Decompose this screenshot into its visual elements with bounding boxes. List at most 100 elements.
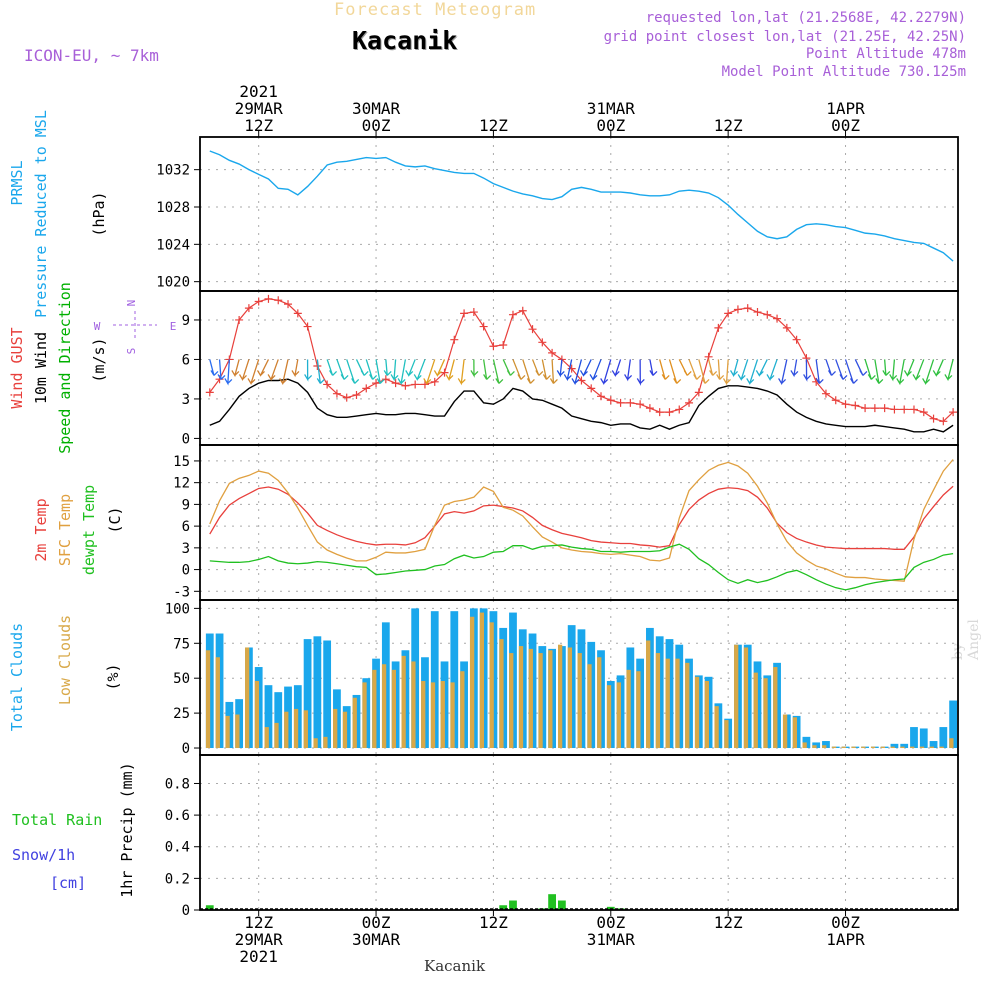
- compass-north: N: [125, 300, 138, 307]
- dewpoint-line: [209, 543, 954, 591]
- low-cloud-bar: [381, 664, 387, 749]
- sfc-temp-line: [209, 459, 954, 582]
- direction-arrow: [231, 359, 240, 378]
- direction-arrow: [375, 359, 385, 384]
- top-time-label: 30MAR: [352, 99, 401, 118]
- low-cloud-bar: [606, 685, 612, 749]
- direction-arrow: [304, 359, 313, 382]
- y-tick-label: 3: [182, 392, 190, 408]
- gust-point: [244, 304, 253, 313]
- total-cloud-bar: [313, 636, 322, 749]
- top-time-label: 2021: [239, 82, 278, 101]
- direction-arrow: [326, 359, 338, 376]
- temp-2m-line: [209, 485, 954, 550]
- low-cloud-bar: [812, 745, 817, 749]
- direction-arrow: [549, 359, 558, 384]
- y-tick-label: 6: [182, 519, 190, 535]
- gust-point: [919, 408, 928, 417]
- gust-point: [900, 405, 909, 414]
- low-cloud-bar: [655, 653, 661, 749]
- low-cloud-bar: [763, 678, 768, 749]
- direction-arrow: [668, 359, 682, 384]
- direction-arrow: [730, 359, 739, 378]
- low-cloud-bar: [303, 710, 308, 749]
- top-time-label: 00Z: [596, 116, 625, 135]
- gust-point: [450, 335, 459, 344]
- direction-arrow: [778, 359, 788, 386]
- direction-arrow: [336, 359, 349, 380]
- top-time-label: 1APR: [826, 99, 865, 118]
- direction-arrow: [256, 359, 270, 377]
- direction-arrow: [492, 359, 504, 384]
- direction-arrow: [397, 359, 407, 386]
- low-cloud-bar: [880, 746, 886, 749]
- y-tick-label: 0: [182, 741, 190, 757]
- bottom-time-label: 00Z: [831, 913, 860, 932]
- direction-arrow: [531, 359, 544, 376]
- direction-arrow: [457, 359, 466, 386]
- direction-arrow: [589, 359, 602, 381]
- low-cloud-bar: [724, 720, 729, 749]
- y-tick-label: 1020: [156, 275, 190, 291]
- hpa-label: (hPa): [90, 191, 108, 236]
- gust-point: [381, 375, 390, 384]
- low-cloud-bar: [479, 612, 485, 749]
- wind-10m-label: 10m Wind: [32, 332, 50, 404]
- gust-point: [254, 297, 263, 306]
- y-tick-label: 12: [173, 476, 190, 492]
- low-cloud-bar: [254, 680, 260, 749]
- total-cloud-bar: [274, 692, 283, 749]
- y-tick-label: 9: [182, 313, 190, 329]
- low-cloud-bar: [528, 648, 533, 749]
- top-time-label: 12Z: [479, 116, 508, 135]
- low-cloud-bar: [851, 746, 856, 749]
- low-cloud-bar: [460, 671, 465, 749]
- direction-arrow: [803, 359, 812, 382]
- direction-arrow: [815, 359, 824, 384]
- direction-arrow: [512, 359, 526, 380]
- low-cloud-bar: [861, 746, 866, 749]
- low-cloud-bar: [890, 746, 895, 749]
- y-tick-label: 1028: [156, 200, 190, 216]
- gust-point: [205, 388, 214, 397]
- direction-arrow: [316, 359, 325, 384]
- direction-arrow: [766, 359, 778, 381]
- gust-point: [831, 396, 840, 405]
- total-rain-label: Total Rain: [12, 811, 102, 829]
- low-cloud-bar: [616, 682, 621, 749]
- gust-point: [362, 384, 371, 393]
- bottom-time-label: 2021: [239, 947, 278, 966]
- gust-point: [606, 396, 615, 405]
- gust-point: [821, 389, 830, 398]
- low-cloud-bar: [802, 742, 807, 749]
- direction-arrow: [291, 359, 300, 378]
- low-cloud-bar: [939, 746, 944, 749]
- total-cloud-bar: [822, 741, 830, 749]
- direction-arrow: [844, 359, 858, 384]
- total-cloud-bar: [430, 611, 439, 749]
- place-title: Kacanik: [352, 26, 458, 55]
- direction-arrow: [346, 359, 360, 384]
- low-cloud-bar: [685, 662, 690, 749]
- total-cloud-bar: [910, 727, 918, 749]
- footer-place: Kacanik: [424, 957, 486, 975]
- low-cloud-bar: [235, 714, 240, 749]
- total-cloud-bar: [890, 743, 899, 749]
- low-cloud-bar: [225, 715, 230, 749]
- wind-line: [209, 378, 954, 433]
- direction-arrow: [678, 359, 692, 376]
- direction-arrow: [896, 359, 905, 386]
- direction-arrow: [882, 359, 891, 376]
- gust-point: [724, 309, 733, 318]
- precip-label: 1hr Precip (mm): [118, 762, 136, 897]
- gust-point: [440, 368, 449, 377]
- gust-point: [636, 400, 645, 409]
- snow-unit-label: [cm]: [50, 874, 86, 892]
- panel-frame: [199, 136, 959, 292]
- y-tick-label: -3: [173, 584, 190, 600]
- low-cloud-bar: [910, 746, 915, 749]
- gust-point: [460, 309, 469, 318]
- gust-point: [616, 398, 625, 407]
- direction-arrow: [746, 359, 759, 386]
- gust-point: [675, 405, 684, 414]
